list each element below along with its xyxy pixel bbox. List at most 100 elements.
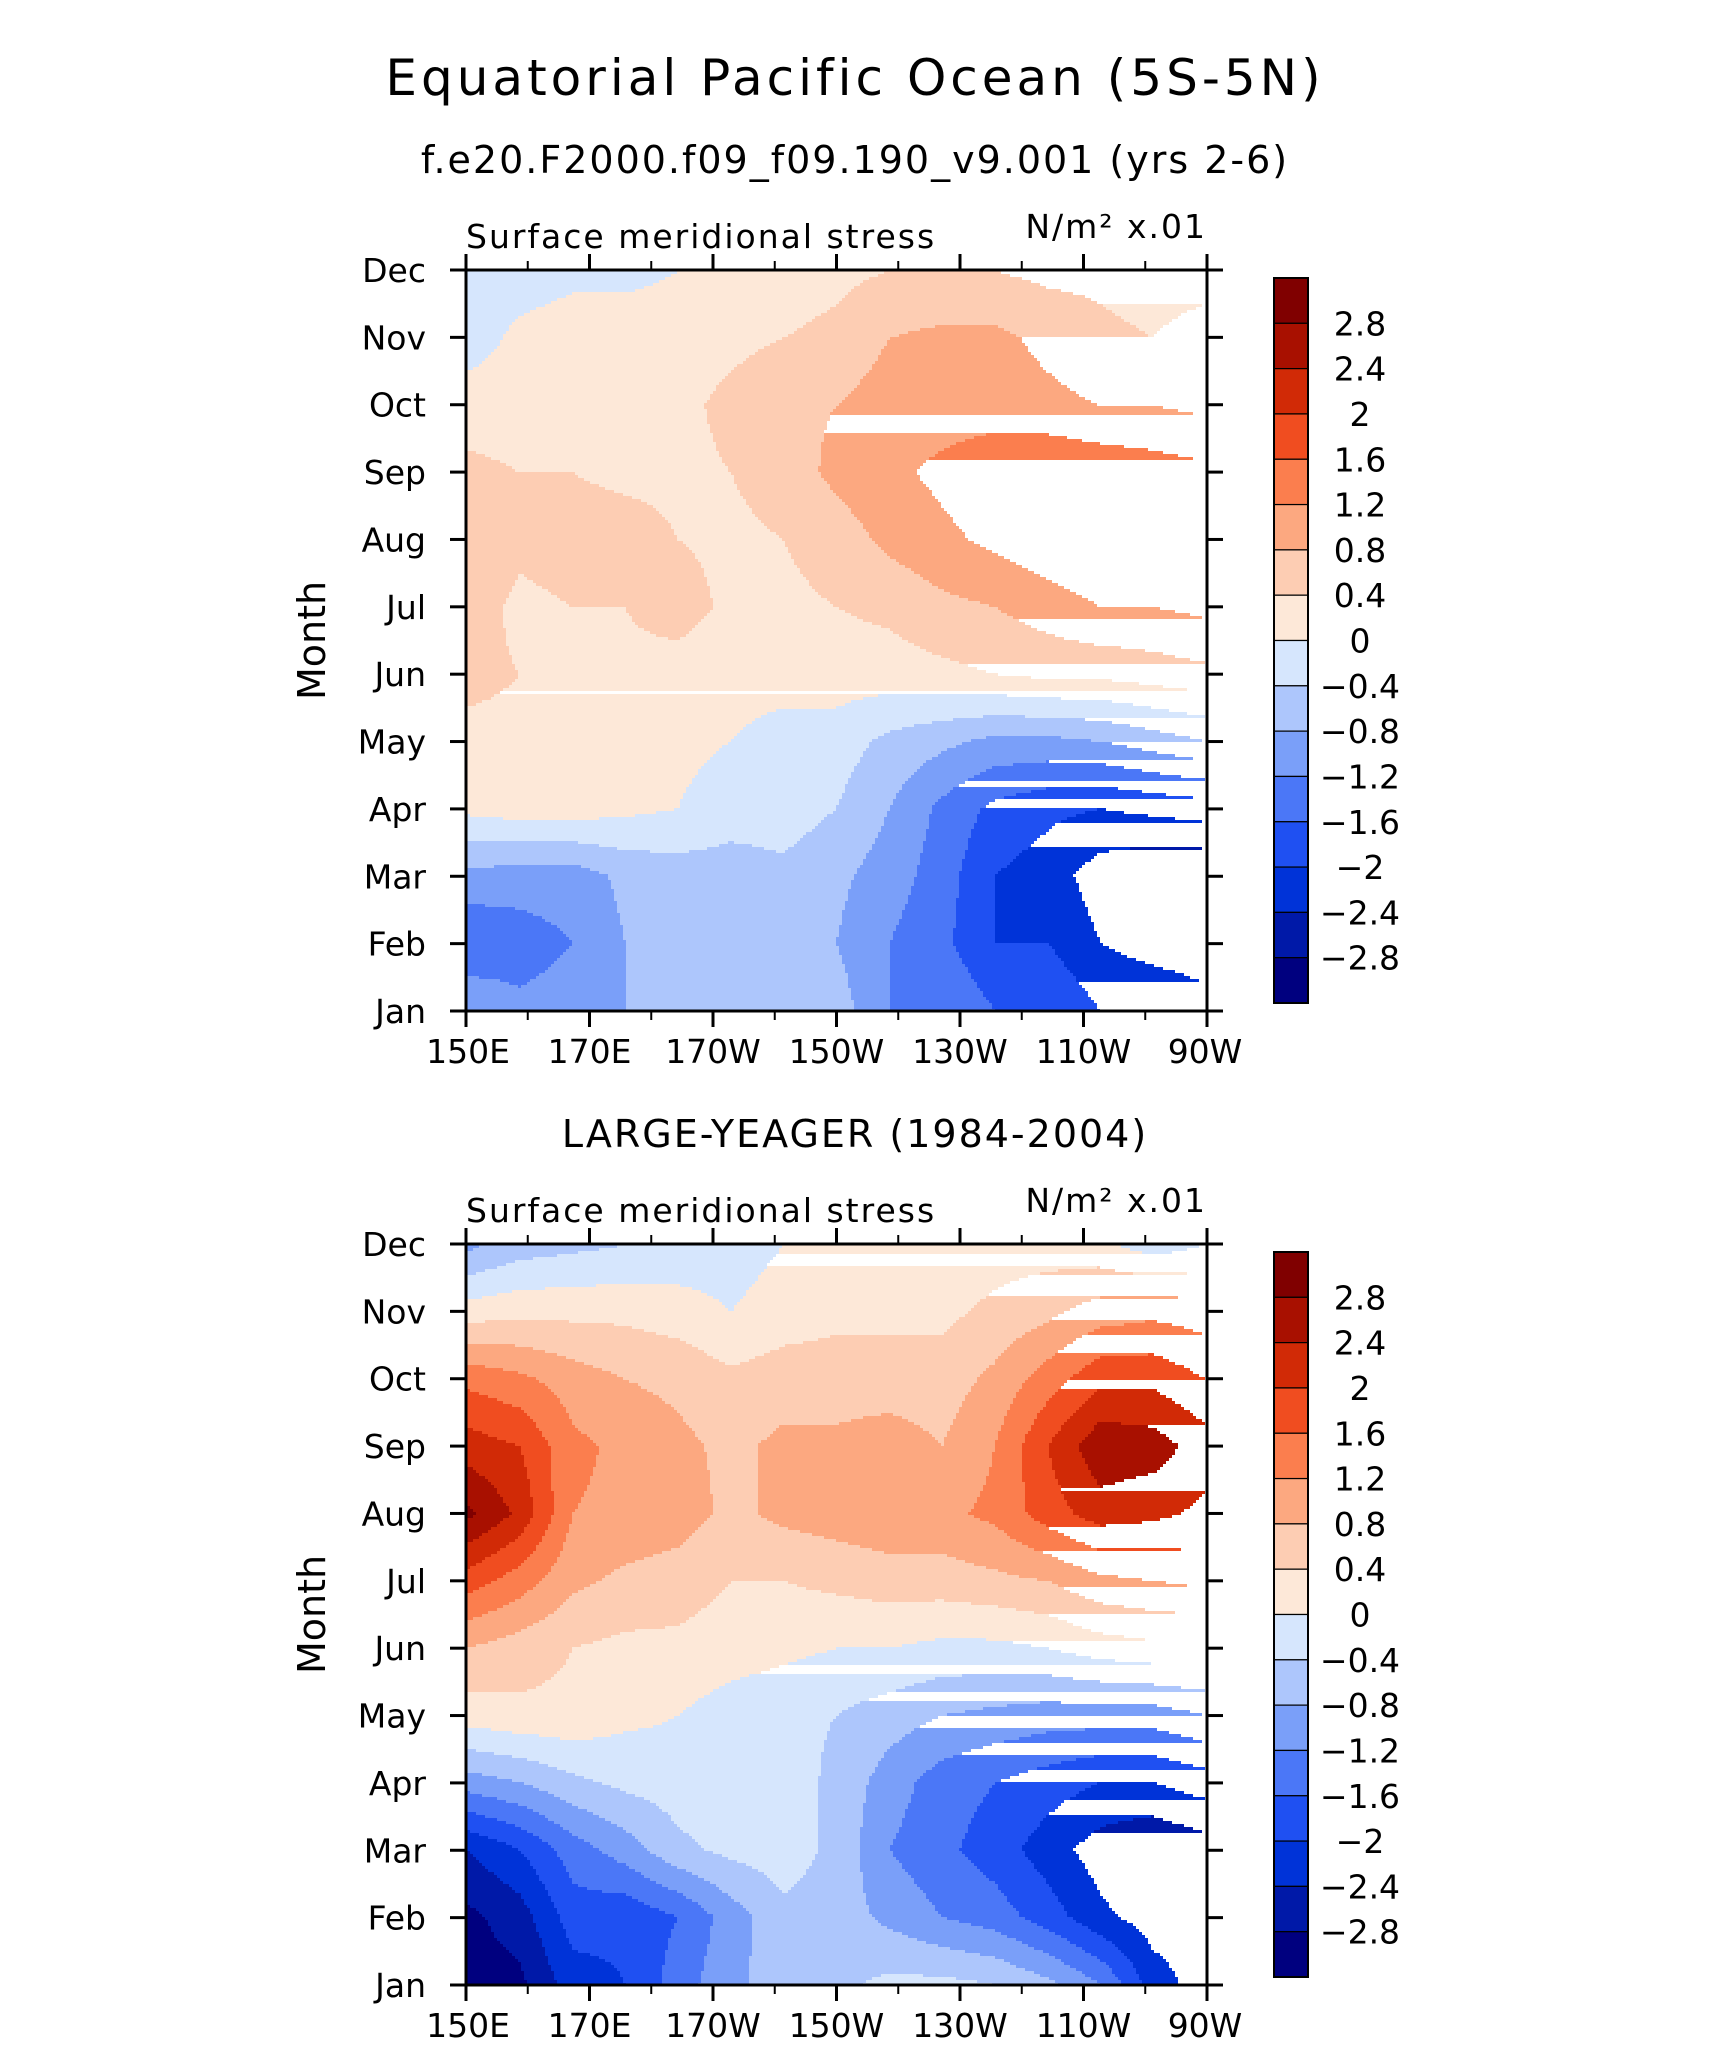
contour-fill (467, 1467, 473, 1470)
contour-fill (1091, 1470, 1157, 1473)
contour-fill (467, 1344, 515, 1347)
contour-fill (1025, 1485, 1061, 1488)
contour-fill (467, 1386, 548, 1389)
contour-fill (1094, 1476, 1136, 1479)
contour-fill (536, 1929, 566, 1932)
contour-fill (791, 553, 887, 556)
contour-fill (698, 1611, 1034, 1614)
contour-fill (524, 1560, 557, 1563)
contour-fill (1055, 1470, 1091, 1473)
contour-fill (866, 1794, 911, 1797)
contour-fill (470, 1791, 548, 1794)
contour-fill (1025, 1497, 1064, 1500)
contour-fill (776, 709, 1169, 712)
contour-fill (743, 361, 875, 364)
contour-fill (512, 1290, 701, 1293)
contour-fill (629, 1866, 677, 1869)
contour-fill (533, 1500, 554, 1503)
contour-fill (692, 628, 890, 631)
contour-fill (557, 1908, 659, 1911)
contour-fill (890, 1000, 989, 1003)
contour-fill (713, 607, 839, 610)
contour-fill (785, 541, 875, 544)
contour-fill (704, 616, 857, 619)
contour-fill (1022, 1335, 1082, 1338)
contour-fill (680, 1545, 860, 1548)
contour-fill (893, 802, 935, 805)
contour-fill (665, 1401, 962, 1404)
contour-fill (566, 1866, 629, 1869)
contour-fill (995, 928, 1094, 931)
contour-fill (935, 325, 998, 328)
contour-fill (467, 658, 512, 661)
contour-fill (518, 316, 815, 319)
contour-fill (575, 472, 731, 475)
contour-fill (467, 1869, 488, 1872)
contour-fill (680, 1413, 881, 1416)
contour-fill (683, 541, 785, 544)
contour-fill (1082, 1947, 1118, 1950)
contour-fill (485, 1476, 527, 1479)
contour-fill (467, 817, 503, 820)
contour-fill (1022, 1386, 1061, 1389)
contour-fill (755, 514, 854, 517)
contour-fill (467, 1380, 539, 1383)
contour-fill (467, 967, 548, 970)
colorbar-label: −2.8 (1320, 939, 1400, 978)
contour-fill (467, 475, 578, 478)
contour-fill (578, 1251, 779, 1254)
contour-fill (1037, 1827, 1100, 1830)
contour-fill (824, 433, 986, 436)
contour-fill (995, 934, 1097, 937)
contour-fill (770, 1878, 800, 1881)
contour-fill (962, 859, 1013, 862)
contour-fill (1037, 1578, 1142, 1581)
contour-fill (509, 685, 1163, 688)
contour-fill (668, 1812, 818, 1815)
contour-fill (989, 1791, 1079, 1794)
contour-fill (938, 799, 995, 802)
contour-fill (497, 1938, 542, 1941)
contour-fill (473, 1467, 527, 1470)
contour-fill (467, 406, 704, 409)
contour-fill (863, 697, 1061, 700)
contour-fill (746, 499, 842, 502)
contour-fill (788, 550, 884, 553)
contour-fill (914, 1782, 995, 1785)
contour-fill (503, 619, 632, 622)
contour-fill (1085, 1401, 1175, 1404)
contour-fill (851, 613, 1007, 616)
contour-fill (806, 1872, 863, 1875)
contour-fill (467, 1347, 533, 1350)
contour-fill (701, 565, 797, 568)
contour-fill (467, 502, 647, 505)
contour-fill (560, 928, 623, 931)
contour-fill (467, 1719, 668, 1722)
contour-fill (932, 757, 1193, 760)
contour-fill (914, 571, 1034, 574)
contour-fill (1061, 1959, 1100, 1962)
contour-fill (467, 565, 701, 568)
contour-fill (572, 1878, 650, 1881)
contour-fill (563, 952, 626, 955)
contour-fill (710, 1935, 752, 1938)
contour-fill (467, 1569, 512, 1572)
contour-fill (485, 1866, 533, 1869)
contour-fill (860, 1839, 893, 1842)
contour-fill (1025, 1440, 1052, 1443)
contour-fill (467, 1881, 503, 1884)
colorbar-box (1273, 458, 1309, 506)
contour-fill (467, 913, 533, 916)
contour-fill (986, 769, 1142, 772)
contour-fill (554, 1509, 575, 1512)
contour-fill (548, 1890, 602, 1893)
contour-fill (746, 1293, 989, 1296)
contour-fill (644, 1329, 947, 1332)
contour-fill (860, 1863, 902, 1866)
contour-fill (920, 328, 1004, 331)
contour-fill (467, 934, 566, 937)
contour-fill (467, 931, 563, 934)
contour-fill (914, 883, 959, 886)
contour-fill (1034, 1830, 1094, 1833)
contour-fill (1040, 1521, 1094, 1524)
